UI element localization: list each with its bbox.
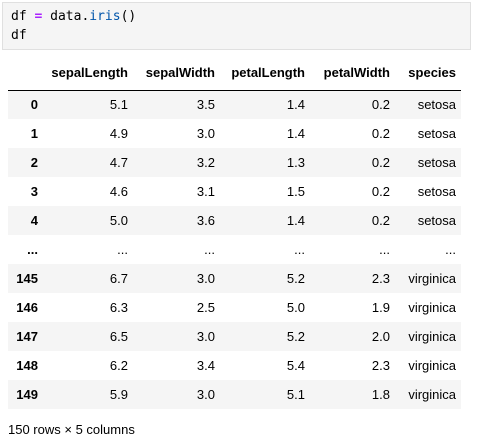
table-cell: 6.3: [109, 300, 128, 315]
table-row: 147 6.5 3.0 5.2 2.0 virginica: [8, 322, 461, 351]
table-cell: 6.7: [109, 271, 128, 286]
table-cell: 6.2: [109, 358, 128, 373]
table-row: 2 4.7 3.2 1.3 0.2 setosa: [8, 148, 461, 177]
row-index: 2: [30, 155, 38, 170]
code-cell-input[interactable]: df = data.iris() df: [2, 2, 471, 50]
table-cell: 3.1: [196, 184, 215, 199]
table-cell: 3.0: [196, 329, 215, 344]
table-cell: virginica: [408, 387, 456, 402]
table-cell: setosa: [417, 155, 456, 170]
table-cell: 4.9: [109, 126, 128, 141]
table-row: ..................: [8, 235, 461, 264]
column-header: sepalLength: [38, 56, 133, 91]
table-cell: 2.3: [371, 358, 390, 373]
table-cell: 3.4: [196, 358, 215, 373]
table-cell: 5.0: [286, 300, 305, 315]
row-index: 146: [16, 300, 38, 315]
table-cell: 5.9: [109, 387, 128, 402]
row-index: ...: [27, 242, 38, 257]
table-cell: 1.8: [371, 387, 390, 402]
row-index: 149: [16, 387, 38, 402]
table-cell: 5.4: [286, 358, 305, 373]
index-header: [8, 56, 38, 91]
code-operator: =: [34, 9, 43, 24]
table-row: 3 4.6 3.1 1.5 0.2 setosa: [8, 177, 461, 206]
table-cell: 1.5: [286, 184, 305, 199]
table-cell: 1.9: [371, 300, 390, 315]
table-cell: 3.2: [196, 155, 215, 170]
table-cell: 5.1: [286, 387, 305, 402]
table-cell: virginica: [408, 300, 456, 315]
table-row: 0 5.1 3.5 1.4 0.2 setosa: [8, 90, 461, 119]
table-cell: 2.3: [371, 271, 390, 286]
table-cell: 0.2: [371, 184, 390, 199]
code-text: (): [120, 9, 137, 24]
table-cell: ...: [294, 242, 305, 257]
row-index: 1: [30, 126, 38, 141]
code-text: df: [11, 28, 27, 43]
code-line: df = data.iris(): [11, 7, 470, 26]
table-cell: virginica: [408, 358, 456, 373]
column-header: sepalWidth: [133, 56, 220, 91]
table-cell: 5.0: [109, 213, 128, 228]
table-header: sepalLength sepalWidth petalLength petalWid…: [8, 56, 461, 91]
table-cell: 5.2: [286, 271, 305, 286]
table-cell: 4.6: [109, 184, 128, 199]
table-cell: virginica: [408, 329, 456, 344]
table-cell: 5.1: [109, 97, 128, 113]
row-index: 147: [16, 329, 38, 344]
row-index: 0: [30, 97, 38, 113]
table-cell: ...: [204, 242, 215, 257]
table-row: 145 6.7 3.0 5.2 2.3 virginica: [8, 264, 461, 293]
table-cell: setosa: [417, 184, 456, 199]
table-cell: 0.2: [371, 97, 390, 113]
table-cell: ...: [445, 242, 456, 257]
column-header: petalWidth: [310, 56, 395, 91]
table-cell: 1.4: [286, 126, 305, 141]
header-row: sepalLength sepalWidth petalLength petalWid…: [8, 56, 461, 91]
table-row: 1 4.9 3.0 1.4 0.2 setosa: [8, 119, 461, 148]
code-text: data.: [42, 9, 90, 24]
row-index: 145: [16, 271, 38, 286]
code-text: df: [11, 9, 35, 24]
table-row: 149 5.9 3.0 5.1 1.8 virginica: [8, 380, 461, 409]
table-cell: 4.7: [109, 155, 128, 170]
row-index: 3: [30, 184, 38, 199]
table-cell: ...: [117, 242, 128, 257]
table-cell: 3.0: [196, 387, 215, 402]
table-cell: 5.2: [286, 329, 305, 344]
dataframe-shape-summary: 150 rows × 5 columns: [8, 422, 135, 437]
table-cell: 0.2: [371, 213, 390, 228]
dataframe-table: sepalLength sepalWidth petalLength petalWid…: [8, 56, 461, 409]
column-header: species: [395, 56, 461, 91]
table-cell: 1.4: [286, 97, 305, 113]
code-function-name: iris: [89, 9, 121, 24]
table-cell: 3.5: [196, 97, 215, 113]
table-cell: 0.2: [371, 126, 390, 141]
table-cell: 3.0: [196, 126, 215, 141]
table-cell: ...: [379, 242, 390, 257]
column-header: petalLength: [220, 56, 310, 91]
table-row: 146 6.3 2.5 5.0 1.9 virginica: [8, 293, 461, 322]
table-row: 4 5.0 3.6 1.4 0.2 setosa: [8, 206, 461, 235]
table-cell: setosa: [417, 126, 456, 141]
table-cell: 2.5: [196, 300, 215, 315]
table-cell: 1.4: [286, 213, 305, 228]
table-cell: 3.0: [196, 271, 215, 286]
table-row: 148 6.2 3.4 5.4 2.3 virginica: [8, 351, 461, 380]
table-cell: 6.5: [109, 329, 128, 344]
table-cell: 3.6: [196, 213, 215, 228]
table-cell: setosa: [417, 97, 456, 113]
table-cell: 0.2: [371, 155, 390, 170]
table-body: 0 5.1 3.5 1.4 0.2 setosa 1 4.9 3.0 1.4 0.2 setosa 2 4…: [8, 90, 461, 409]
row-index: 148: [16, 358, 38, 373]
table-cell: 1.3: [286, 155, 305, 170]
row-index: 4: [30, 213, 38, 228]
code-line: df: [11, 26, 470, 45]
table-cell: setosa: [417, 213, 456, 228]
table-cell: virginica: [408, 271, 456, 286]
table-cell: 2.0: [371, 329, 390, 344]
